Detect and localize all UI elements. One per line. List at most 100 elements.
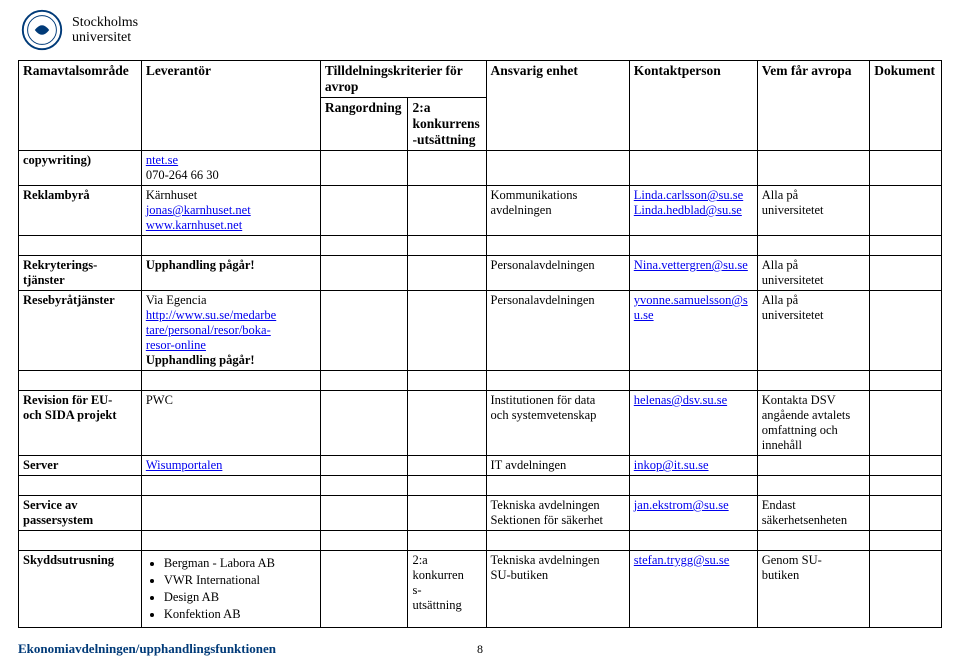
cell-ram-copywriting: copywriting) <box>19 151 142 186</box>
cell-sub1-service <box>320 496 408 531</box>
cell-lev-server: Wisumportalen <box>141 456 320 476</box>
link-ntet[interactable]: ntet.se <box>146 153 178 167</box>
vem-rekry-1: Alla på <box>762 258 798 272</box>
cell-vem-reklam: Alla på universitetet <box>757 186 870 236</box>
rev-n2: och SIDA projekt <box>23 408 117 422</box>
cell-sub1-skydd <box>320 551 408 628</box>
link-nina[interactable]: Nina.vettergren@su.se <box>634 258 748 272</box>
cell-sub1-rese <box>320 291 408 371</box>
col-vem: Vem får avropa <box>757 61 870 151</box>
skydd-bullet-list: Bergman - Labora AB VWR International De… <box>146 555 316 623</box>
cell-sub1-server <box>320 456 408 476</box>
ansv-reklam-1: Kommunikations <box>491 188 578 202</box>
col-ramavtal: Ramavtalsområde <box>19 61 142 151</box>
cell-lev-reklam: Kärnhuset jonas@karnhuset.net www.karnhu… <box>141 186 320 236</box>
list-item: Bergman - Labora AB <box>164 555 316 572</box>
cell-kont-server: inkop@it.su.se <box>629 456 757 476</box>
cell-sub1-copy <box>320 151 408 186</box>
col-ansvarig: Ansvarig enhet <box>486 61 629 151</box>
cell-kont-rekry: Nina.vettergren@su.se <box>629 256 757 291</box>
cell-lev-rese: Via Egencia http://www.su.se/medarbe tar… <box>141 291 320 371</box>
vem-serv-1: Endast <box>762 498 796 512</box>
cell-kont-service: jan.ekstrom@su.se <box>629 496 757 531</box>
lev-karnhuset: Kärnhuset <box>146 188 197 202</box>
cell-kont-reklam: Linda.carlsson@su.se Linda.hedblad@su.se <box>629 186 757 236</box>
link-karnhuset-web[interactable]: www.karnhuset.net <box>146 218 242 232</box>
cell-sub1-reklam <box>320 186 408 236</box>
ansv-rev-2: och systemvetenskap <box>491 408 597 422</box>
cell-sub2-service <box>408 496 486 531</box>
vem-serv-2: säkerhetsenheten <box>762 513 847 527</box>
rekry-n2: tjänster <box>23 273 65 287</box>
vem-reklam-1: Alla på <box>762 188 798 202</box>
ansv-serv-1: Tekniska avdelningen <box>491 498 600 512</box>
cell-dok-server <box>870 456 942 476</box>
sub-2a-l3: -utsättning <box>412 132 475 147</box>
link-inkop-it[interactable]: inkop@it.su.se <box>634 458 709 472</box>
link-egencia-1[interactable]: http://www.su.se/medarbe <box>146 308 276 322</box>
link-egencia-2[interactable]: tare/personal/resor/boka- <box>146 323 271 337</box>
ansv-sk-2: SU-butiken <box>491 568 549 582</box>
sk-sub-4: utsättning <box>412 598 461 612</box>
cell-ansv-reklam: Kommunikations avdelningen <box>486 186 629 236</box>
cell-dok-service <box>870 496 942 531</box>
sk-sub-3: s- <box>412 583 421 597</box>
university-logo-icon <box>18 6 66 54</box>
vem-rese-1: Alla på <box>762 293 798 307</box>
serv-n2: passersystem <box>23 513 93 527</box>
cell-sub2-copy <box>408 151 486 186</box>
table-row: Rekryterings- tjänster Upphandling pågår… <box>19 256 942 291</box>
cell-dok-reklam <box>870 186 942 236</box>
cell-ansv-rekry: Personalavdelningen <box>486 256 629 291</box>
cell-vem-rekry: Alla på universitetet <box>757 256 870 291</box>
vem-reklam-2: universitetet <box>762 203 824 217</box>
phone-copywriting: 070-264 66 30 <box>146 168 219 182</box>
rekry-n1: Rekryterings- <box>23 258 97 272</box>
cell-lev-copywriting: ntet.se 070-264 66 30 <box>141 151 320 186</box>
spacer-row <box>19 531 942 551</box>
link-linda-hedblad[interactable]: Linda.hedblad@su.se <box>634 203 742 217</box>
rese-upph: Upphandling pågår! <box>146 353 255 367</box>
logo-line-2: universitet <box>72 30 138 45</box>
page-header: Stockholms universitet <box>0 0 960 54</box>
cell-sub2-rese <box>408 291 486 371</box>
cell-ansv-server: IT avdelningen <box>486 456 629 476</box>
link-yvonne-2[interactable]: u.se <box>634 308 654 322</box>
cell-ansv-rev: Institutionen för data och systemvetensk… <box>486 391 629 456</box>
list-item: Design AB <box>164 589 316 606</box>
link-helenas[interactable]: helenas@dsv.su.se <box>634 393 727 407</box>
table-row: Skyddsutrusning Bergman - Labora AB VWR … <box>19 551 942 628</box>
cell-sub1-rekry <box>320 256 408 291</box>
col-tilldelning: Tilldelningskriterier för avrop <box>320 61 486 98</box>
link-linda-carlsson[interactable]: Linda.carlsson@su.se <box>634 188 743 202</box>
spacer-row <box>19 371 942 391</box>
sk-sub-1: 2:a <box>412 553 427 567</box>
link-stefan-trygg[interactable]: stefan.trygg@su.se <box>634 553 730 567</box>
cell-ram-service: Service av passersystem <box>19 496 142 531</box>
table-row: copywriting) ntet.se 070-264 66 30 <box>19 151 942 186</box>
cell-kont-rese: yvonne.samuelsson@s u.se <box>629 291 757 371</box>
link-jonas-email[interactable]: jonas@karnhuset.net <box>146 203 251 217</box>
sub-2a-l1: 2:a <box>412 100 430 115</box>
link-jan-ekstrom[interactable]: jan.ekstrom@su.se <box>634 498 729 512</box>
cell-sub2-rev <box>408 391 486 456</box>
vem-rev-1: Kontakta DSV <box>762 393 836 407</box>
cell-dok-copy <box>870 151 942 186</box>
table-header-row: Ramavtalsområde Leverantör Tilldelningsk… <box>19 61 942 98</box>
vem-rekry-2: universitetet <box>762 273 824 287</box>
sk-sub-2: konkurren <box>412 568 463 582</box>
link-yvonne-1[interactable]: yvonne.samuelsson@s <box>634 293 748 307</box>
col-dokument: Dokument <box>870 61 942 151</box>
link-wisumportalen[interactable]: Wisumportalen <box>146 458 223 472</box>
table-row: Revision för EU- och SIDA projekt PWC In… <box>19 391 942 456</box>
cell-kont-rev: helenas@dsv.su.se <box>629 391 757 456</box>
cell-sub2-skydd: 2:a konkurren s- utsättning <box>408 551 486 628</box>
link-egencia-3[interactable]: resor-online <box>146 338 206 352</box>
cell-vem-rev: Kontakta DSV angående avtalets omfattnin… <box>757 391 870 456</box>
rese-via: Via Egencia <box>146 293 207 307</box>
cell-sub2-rekry <box>408 256 486 291</box>
cell-lev-service <box>141 496 320 531</box>
page-number: 8 <box>477 642 483 657</box>
ansv-reklam-2: avdelningen <box>491 203 552 217</box>
cell-ansv-copy <box>486 151 629 186</box>
